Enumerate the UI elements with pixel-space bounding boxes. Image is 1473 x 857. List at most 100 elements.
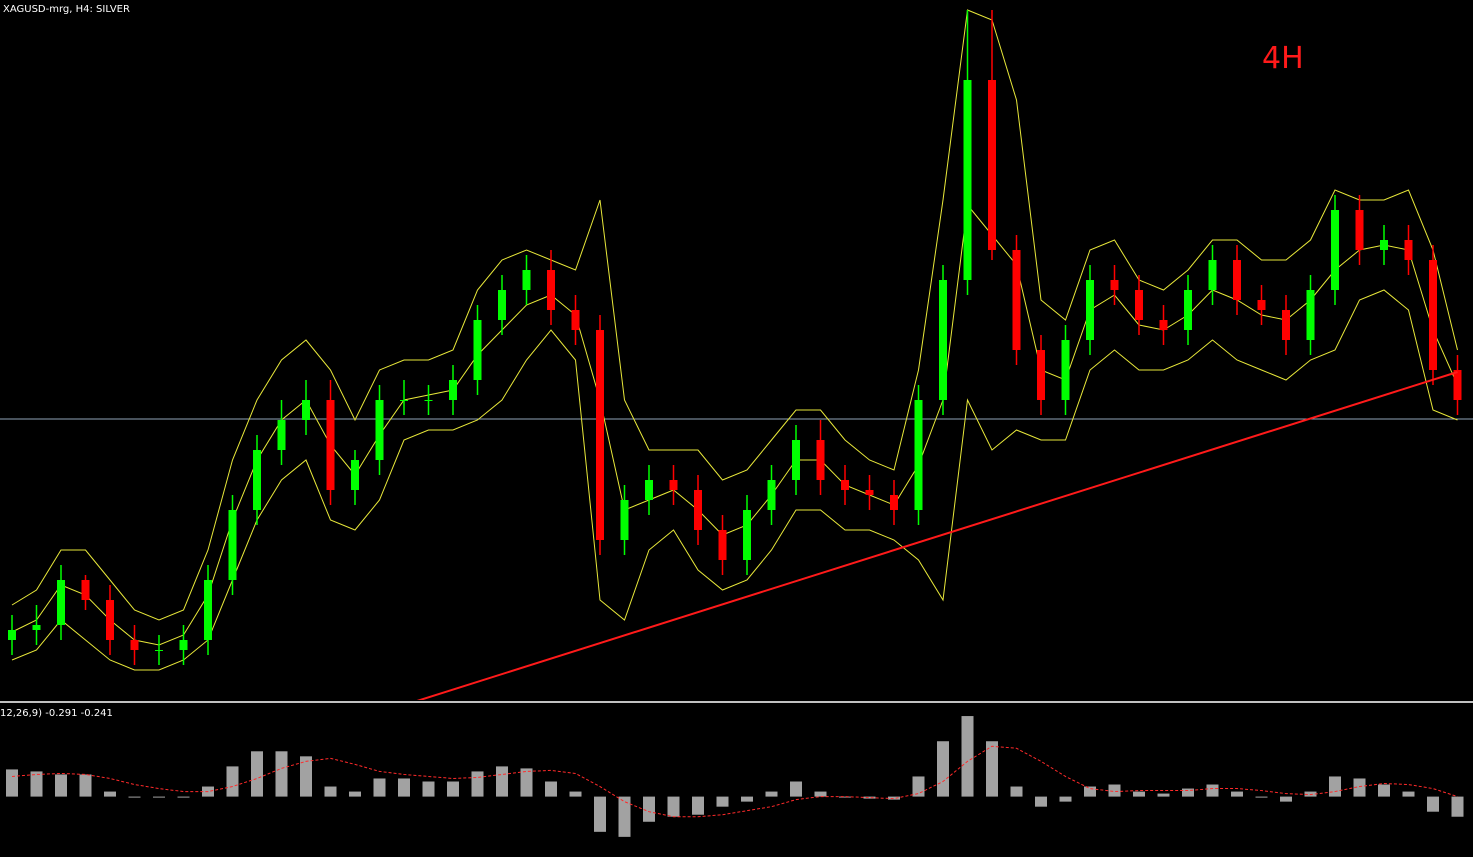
macd-bar <box>1084 786 1096 797</box>
candle-body <box>1331 210 1339 290</box>
macd-bar <box>6 769 18 797</box>
candle-body <box>1429 260 1437 370</box>
candle-body <box>1355 210 1364 250</box>
macd-bar <box>1206 784 1219 797</box>
macd-bar <box>373 778 386 797</box>
candle-body <box>1037 350 1045 400</box>
candle-body <box>204 580 212 640</box>
candle-body <box>400 400 408 401</box>
candle-body <box>718 530 727 560</box>
candle-body <box>988 80 996 250</box>
macd-bar <box>1427 796 1439 812</box>
macd-bar <box>863 796 876 799</box>
macd-bar <box>1182 788 1194 797</box>
candle-body <box>571 310 580 330</box>
candle-body <box>1208 260 1217 290</box>
macd-bar <box>324 786 337 797</box>
candle-body <box>253 450 261 510</box>
macd-bar <box>349 791 361 797</box>
macd-bar <box>986 741 998 797</box>
macd-pane <box>6 716 1464 837</box>
macd-bar <box>692 796 704 815</box>
macd-bar <box>398 778 410 797</box>
macd-bar <box>79 774 92 797</box>
macd-bar <box>471 771 484 797</box>
candle-body <box>1233 260 1241 300</box>
candle-body <box>816 440 825 480</box>
macd-bar <box>1255 796 1268 798</box>
macd-bar <box>1402 791 1415 797</box>
macd-bar <box>888 796 900 800</box>
candle-body <box>792 440 800 480</box>
candle-body <box>1453 370 1462 400</box>
candle-body <box>130 640 139 650</box>
candle-body <box>57 580 65 625</box>
macd-bar <box>937 741 949 797</box>
macd-bar <box>1157 793 1170 797</box>
candle-body <box>547 270 555 310</box>
macd-bar <box>912 776 925 797</box>
bollinger-band <box>11 9 1458 621</box>
macd-bar <box>153 796 165 798</box>
macd-bar <box>1378 784 1390 797</box>
macd-bar <box>300 756 312 797</box>
macd-bar <box>839 796 851 798</box>
candle-body <box>743 510 751 560</box>
macd-bar <box>496 766 508 797</box>
candle-body <box>155 650 163 651</box>
symbol-title: XAGUSD-mrg, H4: SILVER <box>3 4 130 15</box>
macd-bar <box>177 796 190 798</box>
bollinger-band <box>11 203 1458 646</box>
macd-bar <box>667 796 680 817</box>
candle-body <box>424 400 433 401</box>
macd-bar <box>961 716 974 797</box>
macd-bar <box>569 791 582 797</box>
candle-body <box>179 640 188 650</box>
candle-body <box>1404 240 1413 260</box>
candle-body <box>277 420 286 450</box>
candle-body <box>865 490 874 495</box>
macd-bar <box>1329 776 1341 797</box>
macd-bar <box>814 791 827 797</box>
candle-body <box>669 480 678 490</box>
candle-body <box>32 625 41 630</box>
candle-body <box>841 480 849 490</box>
macd-bar <box>716 796 729 807</box>
macd-bar <box>1108 784 1121 797</box>
candle-body <box>767 480 776 510</box>
candle-body <box>1380 240 1388 250</box>
macd-bar <box>1133 791 1145 797</box>
macd-bar <box>618 796 631 837</box>
macd-bar <box>520 768 533 797</box>
candle-body <box>939 280 947 400</box>
macd-signal <box>11 745 1458 818</box>
macd-bar <box>545 781 557 797</box>
trendline <box>416 371 1458 700</box>
candle-body <box>8 630 16 640</box>
candle-body <box>963 80 972 280</box>
macd-bar <box>741 796 753 802</box>
candle-body <box>351 460 359 490</box>
candle-body <box>375 400 384 460</box>
candle-body <box>1306 290 1315 340</box>
candle-body <box>326 400 335 490</box>
macd-bar <box>1451 796 1464 817</box>
candle-body <box>1159 320 1168 330</box>
macd-bar <box>275 751 288 797</box>
macd-bar <box>790 781 802 797</box>
candle-body <box>1061 340 1070 400</box>
price-pane <box>0 9 1473 700</box>
macd-bar <box>30 771 43 797</box>
candle-body <box>914 400 923 510</box>
candle-body <box>645 480 653 500</box>
macd-bar <box>104 791 116 797</box>
candle-body <box>302 400 310 420</box>
timeframe-label: 4H <box>1262 41 1304 76</box>
macd-bar <box>1010 786 1023 797</box>
candle-body <box>498 290 506 320</box>
candle-body <box>890 495 898 510</box>
macd-bar <box>643 796 655 822</box>
macd-bar <box>447 781 459 797</box>
